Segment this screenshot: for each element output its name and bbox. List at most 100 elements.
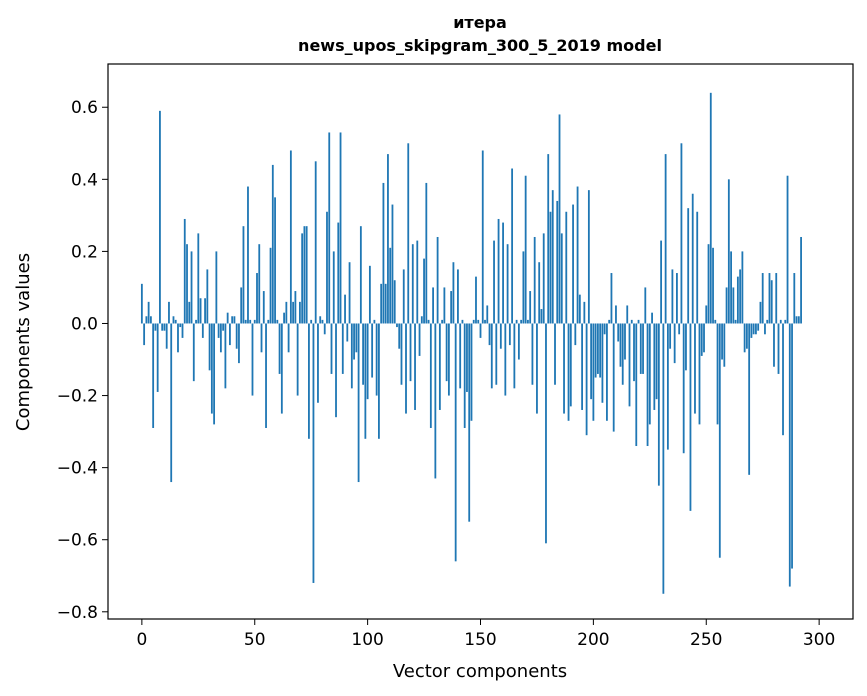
bar bbox=[332, 251, 335, 324]
bar bbox=[481, 150, 484, 324]
bar bbox=[755, 323, 757, 335]
bar bbox=[513, 323, 516, 389]
bar bbox=[274, 197, 276, 324]
bar bbox=[441, 319, 444, 324]
bar bbox=[583, 301, 586, 324]
bar bbox=[256, 273, 258, 324]
bar bbox=[624, 323, 626, 360]
bar bbox=[673, 323, 676, 364]
bar bbox=[312, 323, 315, 583]
bar bbox=[260, 323, 263, 353]
bar bbox=[587, 190, 590, 324]
bar bbox=[156, 323, 159, 392]
bar bbox=[745, 323, 748, 349]
bar bbox=[253, 319, 256, 324]
bar bbox=[204, 298, 206, 324]
bar bbox=[651, 312, 653, 324]
bar bbox=[276, 319, 279, 324]
bar bbox=[682, 323, 685, 454]
bar bbox=[569, 323, 572, 407]
bar bbox=[666, 323, 669, 450]
bar bbox=[459, 323, 462, 389]
bar bbox=[443, 287, 446, 324]
bar bbox=[192, 323, 195, 382]
bar bbox=[705, 305, 708, 324]
bar bbox=[784, 319, 787, 324]
bar bbox=[714, 319, 717, 324]
bar bbox=[405, 323, 407, 414]
bar bbox=[506, 244, 509, 324]
bar bbox=[240, 287, 243, 324]
bar bbox=[752, 323, 755, 335]
bar bbox=[563, 323, 565, 414]
bar bbox=[427, 319, 430, 324]
bar bbox=[195, 319, 197, 324]
chart-title-line2: news_upos_skipgram_300_5_2019 model bbox=[298, 36, 662, 55]
bar bbox=[359, 226, 362, 324]
bar bbox=[757, 323, 760, 331]
bar bbox=[414, 323, 416, 410]
bar bbox=[736, 276, 739, 324]
bar bbox=[165, 323, 168, 349]
bar bbox=[391, 204, 394, 324]
bar bbox=[147, 301, 150, 324]
bar bbox=[691, 193, 694, 324]
bar bbox=[633, 323, 635, 382]
bar bbox=[596, 323, 599, 374]
bar bbox=[445, 323, 448, 382]
bar bbox=[294, 291, 297, 324]
bar bbox=[219, 323, 222, 353]
bar bbox=[326, 211, 328, 324]
bar bbox=[795, 316, 798, 324]
bar bbox=[418, 323, 421, 356]
bar bbox=[287, 323, 290, 353]
bar bbox=[308, 323, 310, 439]
bar bbox=[791, 323, 793, 569]
y-axis-label: Components values bbox=[13, 253, 34, 431]
bar bbox=[734, 319, 737, 324]
bar bbox=[335, 323, 337, 418]
y-tick-label: −0.6 bbox=[57, 531, 98, 551]
bar bbox=[244, 319, 247, 324]
bar bbox=[305, 226, 308, 324]
bar bbox=[285, 301, 288, 324]
bar bbox=[606, 323, 608, 421]
bar bbox=[574, 323, 577, 346]
bar bbox=[495, 323, 498, 385]
bar bbox=[149, 316, 152, 324]
bar bbox=[314, 161, 317, 324]
bar bbox=[461, 319, 464, 324]
bar bbox=[269, 247, 272, 324]
bar bbox=[188, 301, 191, 324]
bar bbox=[475, 276, 477, 324]
bar bbox=[630, 319, 633, 324]
bar bbox=[179, 323, 182, 328]
bar bbox=[231, 316, 234, 324]
bar bbox=[698, 323, 701, 425]
bar bbox=[296, 323, 299, 396]
bar bbox=[145, 316, 148, 324]
bar bbox=[238, 323, 240, 364]
bar bbox=[716, 323, 719, 425]
bar bbox=[283, 312, 285, 324]
bar bbox=[161, 323, 164, 331]
bar bbox=[186, 244, 188, 324]
x-axis-label: Vector components bbox=[393, 661, 567, 682]
bar bbox=[524, 175, 527, 324]
bar bbox=[527, 319, 529, 324]
y-tick-label: −0.2 bbox=[57, 387, 98, 407]
bar bbox=[168, 301, 170, 324]
bar bbox=[626, 305, 629, 324]
bar bbox=[565, 211, 568, 324]
bar bbox=[199, 298, 202, 324]
bar bbox=[517, 323, 520, 360]
bar bbox=[409, 323, 412, 382]
bar bbox=[520, 319, 523, 324]
bar bbox=[703, 323, 705, 353]
bar bbox=[723, 323, 726, 367]
bar bbox=[545, 323, 547, 544]
bar bbox=[468, 323, 471, 522]
bar bbox=[447, 323, 450, 396]
bar bbox=[504, 323, 507, 396]
bar bbox=[407, 143, 410, 324]
